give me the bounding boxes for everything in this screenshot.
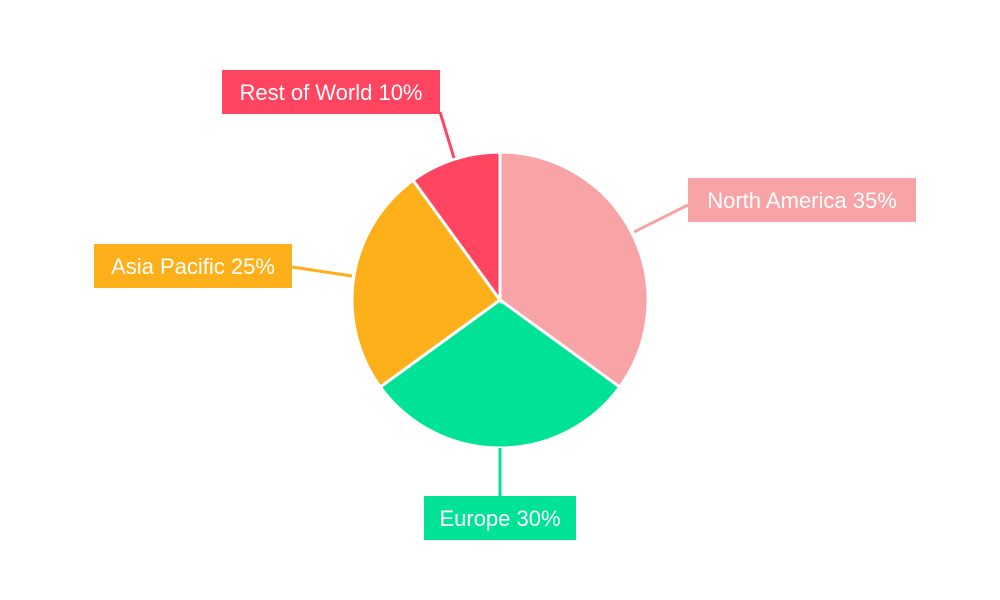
data-label-north-america: North America 35% (707, 188, 897, 213)
leader-line-rest-of-world (438, 111, 456, 159)
data-label-rest-of-world: Rest of World 10% (239, 80, 422, 105)
label-box-rest-of-world (222, 70, 440, 114)
data-label-asia-pacific: Asia Pacific 25% (111, 254, 275, 279)
label-box-asia-pacific (94, 244, 292, 288)
slice-north-america[interactable] (498, 150, 650, 390)
slice-asia-pacific[interactable] (350, 178, 503, 390)
slice-europe[interactable] (378, 298, 622, 450)
label-box-europe (424, 496, 576, 540)
leader-line-north-america (633, 203, 689, 234)
data-label-europe: Europe 30% (439, 506, 560, 531)
slice-rest-of-world[interactable] (410, 150, 502, 305)
label-box-north-america (688, 178, 916, 222)
leader-line-asia-pacific (291, 265, 353, 278)
